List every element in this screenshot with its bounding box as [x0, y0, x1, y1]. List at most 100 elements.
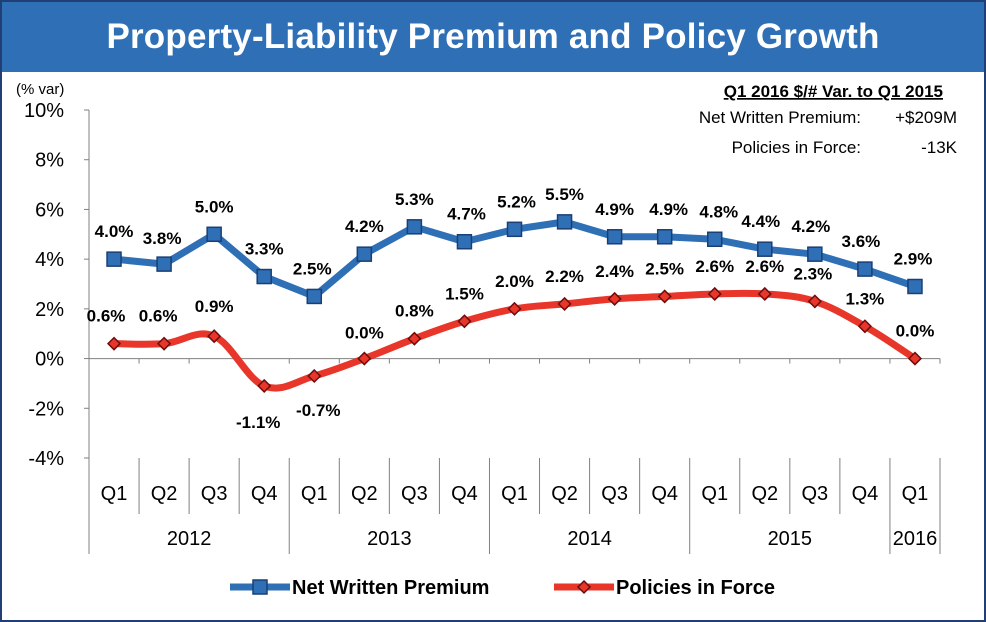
- policies-point: [457, 314, 472, 329]
- policies-point: [106, 336, 122, 351]
- policies-point: [157, 336, 172, 351]
- data-label: 3.8%: [143, 229, 182, 248]
- year-label: 2015: [768, 528, 813, 550]
- data-label: 4.4%: [741, 212, 780, 231]
- year-label: 2013: [367, 528, 412, 550]
- x-tick-label: Q2: [151, 483, 178, 505]
- x-tick-label: Q3: [201, 483, 228, 505]
- data-label: 3.3%: [245, 240, 284, 259]
- data-label: 4.2%: [791, 217, 830, 236]
- data-label: 4.9%: [649, 200, 688, 219]
- legend-label-policies: Policies in Force: [616, 577, 775, 599]
- x-tick-label: Q1: [902, 483, 929, 505]
- premium-point: [406, 219, 423, 235]
- x-tick-label: Q2: [751, 483, 778, 505]
- policies-point: [257, 378, 272, 393]
- data-label: 5.3%: [395, 190, 434, 209]
- data-label: 2.2%: [545, 267, 584, 286]
- policies-point: [907, 351, 923, 366]
- premium-point: [106, 251, 122, 267]
- x-tick-label: Q4: [251, 483, 278, 505]
- x-tick-label: Q3: [601, 483, 628, 505]
- summary-row-value: +$209M: [895, 108, 957, 127]
- data-label: 2.6%: [695, 257, 734, 276]
- data-label: 0.8%: [395, 302, 434, 321]
- data-label: 0.9%: [195, 297, 234, 316]
- data-label: 0.6%: [139, 307, 178, 326]
- data-label: 2.6%: [745, 257, 784, 276]
- x-tick-label: Q4: [451, 483, 478, 505]
- legend-label-premium: Net Written Premium: [292, 577, 489, 599]
- summary-row-value: -13K: [921, 138, 958, 157]
- data-label: 1.5%: [445, 284, 484, 303]
- premium-point: [506, 221, 523, 238]
- data-label: 2.3%: [793, 264, 832, 283]
- data-label: 4.2%: [345, 217, 384, 236]
- x-tick-label: Q3: [401, 483, 428, 505]
- data-label: 5.5%: [545, 185, 584, 204]
- summary-heading: Q1 2016 $/# Var. to Q1 2015: [724, 82, 943, 101]
- y-tick-label: 2%: [35, 299, 64, 321]
- data-label: 3.6%: [842, 232, 881, 251]
- data-label: 2.0%: [495, 272, 534, 291]
- y-tick-label: 8%: [35, 150, 64, 172]
- premium-point: [356, 246, 373, 262]
- y-tick-label: 4%: [35, 249, 64, 271]
- premium-point: [556, 214, 573, 230]
- year-label: 2014: [567, 528, 612, 550]
- policies-point: [857, 319, 872, 334]
- premium-point: [456, 233, 473, 250]
- legend-marker-premium: [252, 579, 268, 595]
- policies-point: [657, 289, 672, 304]
- x-tick-label: Q1: [501, 483, 528, 505]
- y-tick-label: 6%: [35, 199, 64, 221]
- policies-point: [507, 301, 522, 316]
- x-tick-label: Q2: [551, 483, 578, 505]
- chart-title: Property-Liability Premium and Policy Gr…: [2, 2, 984, 72]
- data-label: -1.1%: [236, 413, 280, 432]
- policies-point: [407, 331, 422, 346]
- premium-point: [656, 229, 673, 245]
- y-tick-label: -2%: [28, 398, 64, 420]
- x-tick-label: Q1: [701, 483, 728, 505]
- policies-point: [807, 294, 822, 309]
- x-tick-label: Q2: [351, 483, 378, 505]
- x-tick-label: Q4: [852, 483, 879, 505]
- data-label: 4.8%: [699, 202, 738, 221]
- premium-point: [256, 268, 272, 285]
- data-label: 2.9%: [894, 249, 933, 268]
- policies-point: [557, 296, 572, 311]
- data-label: 5.2%: [497, 192, 536, 211]
- x-tick-label: Q4: [651, 483, 678, 505]
- legend-marker-policies: [576, 579, 592, 595]
- premium-point: [907, 278, 923, 295]
- y-tick-label: 10%: [24, 100, 64, 122]
- y-tick-label: -4%: [28, 448, 64, 470]
- data-label: 2.5%: [293, 259, 332, 278]
- data-label: 4.0%: [95, 222, 134, 241]
- data-label: 0.0%: [896, 322, 935, 341]
- data-label: -0.7%: [296, 401, 340, 420]
- premium-point: [807, 246, 823, 262]
- premium-point: [706, 231, 723, 248]
- summary-row-label: Policies in Force:: [732, 138, 861, 157]
- data-label: 5.0%: [195, 197, 234, 216]
- data-label: 1.3%: [846, 289, 885, 308]
- premium-point: [156, 256, 172, 272]
- policies-point: [357, 351, 372, 366]
- policies-point: [207, 329, 222, 344]
- premium-point: [606, 229, 623, 245]
- premium-point: [306, 288, 323, 305]
- policies-point: [307, 368, 322, 384]
- x-tick-label: Q3: [802, 483, 829, 505]
- premium-point: [206, 226, 222, 243]
- x-tick-label: Q1: [101, 483, 128, 505]
- policies-point: [607, 291, 622, 306]
- policies-point: [707, 286, 722, 302]
- year-label: 2016: [893, 528, 938, 550]
- data-label: 2.5%: [645, 259, 684, 278]
- data-label: 0.0%: [345, 324, 384, 343]
- data-label: 4.9%: [595, 200, 634, 219]
